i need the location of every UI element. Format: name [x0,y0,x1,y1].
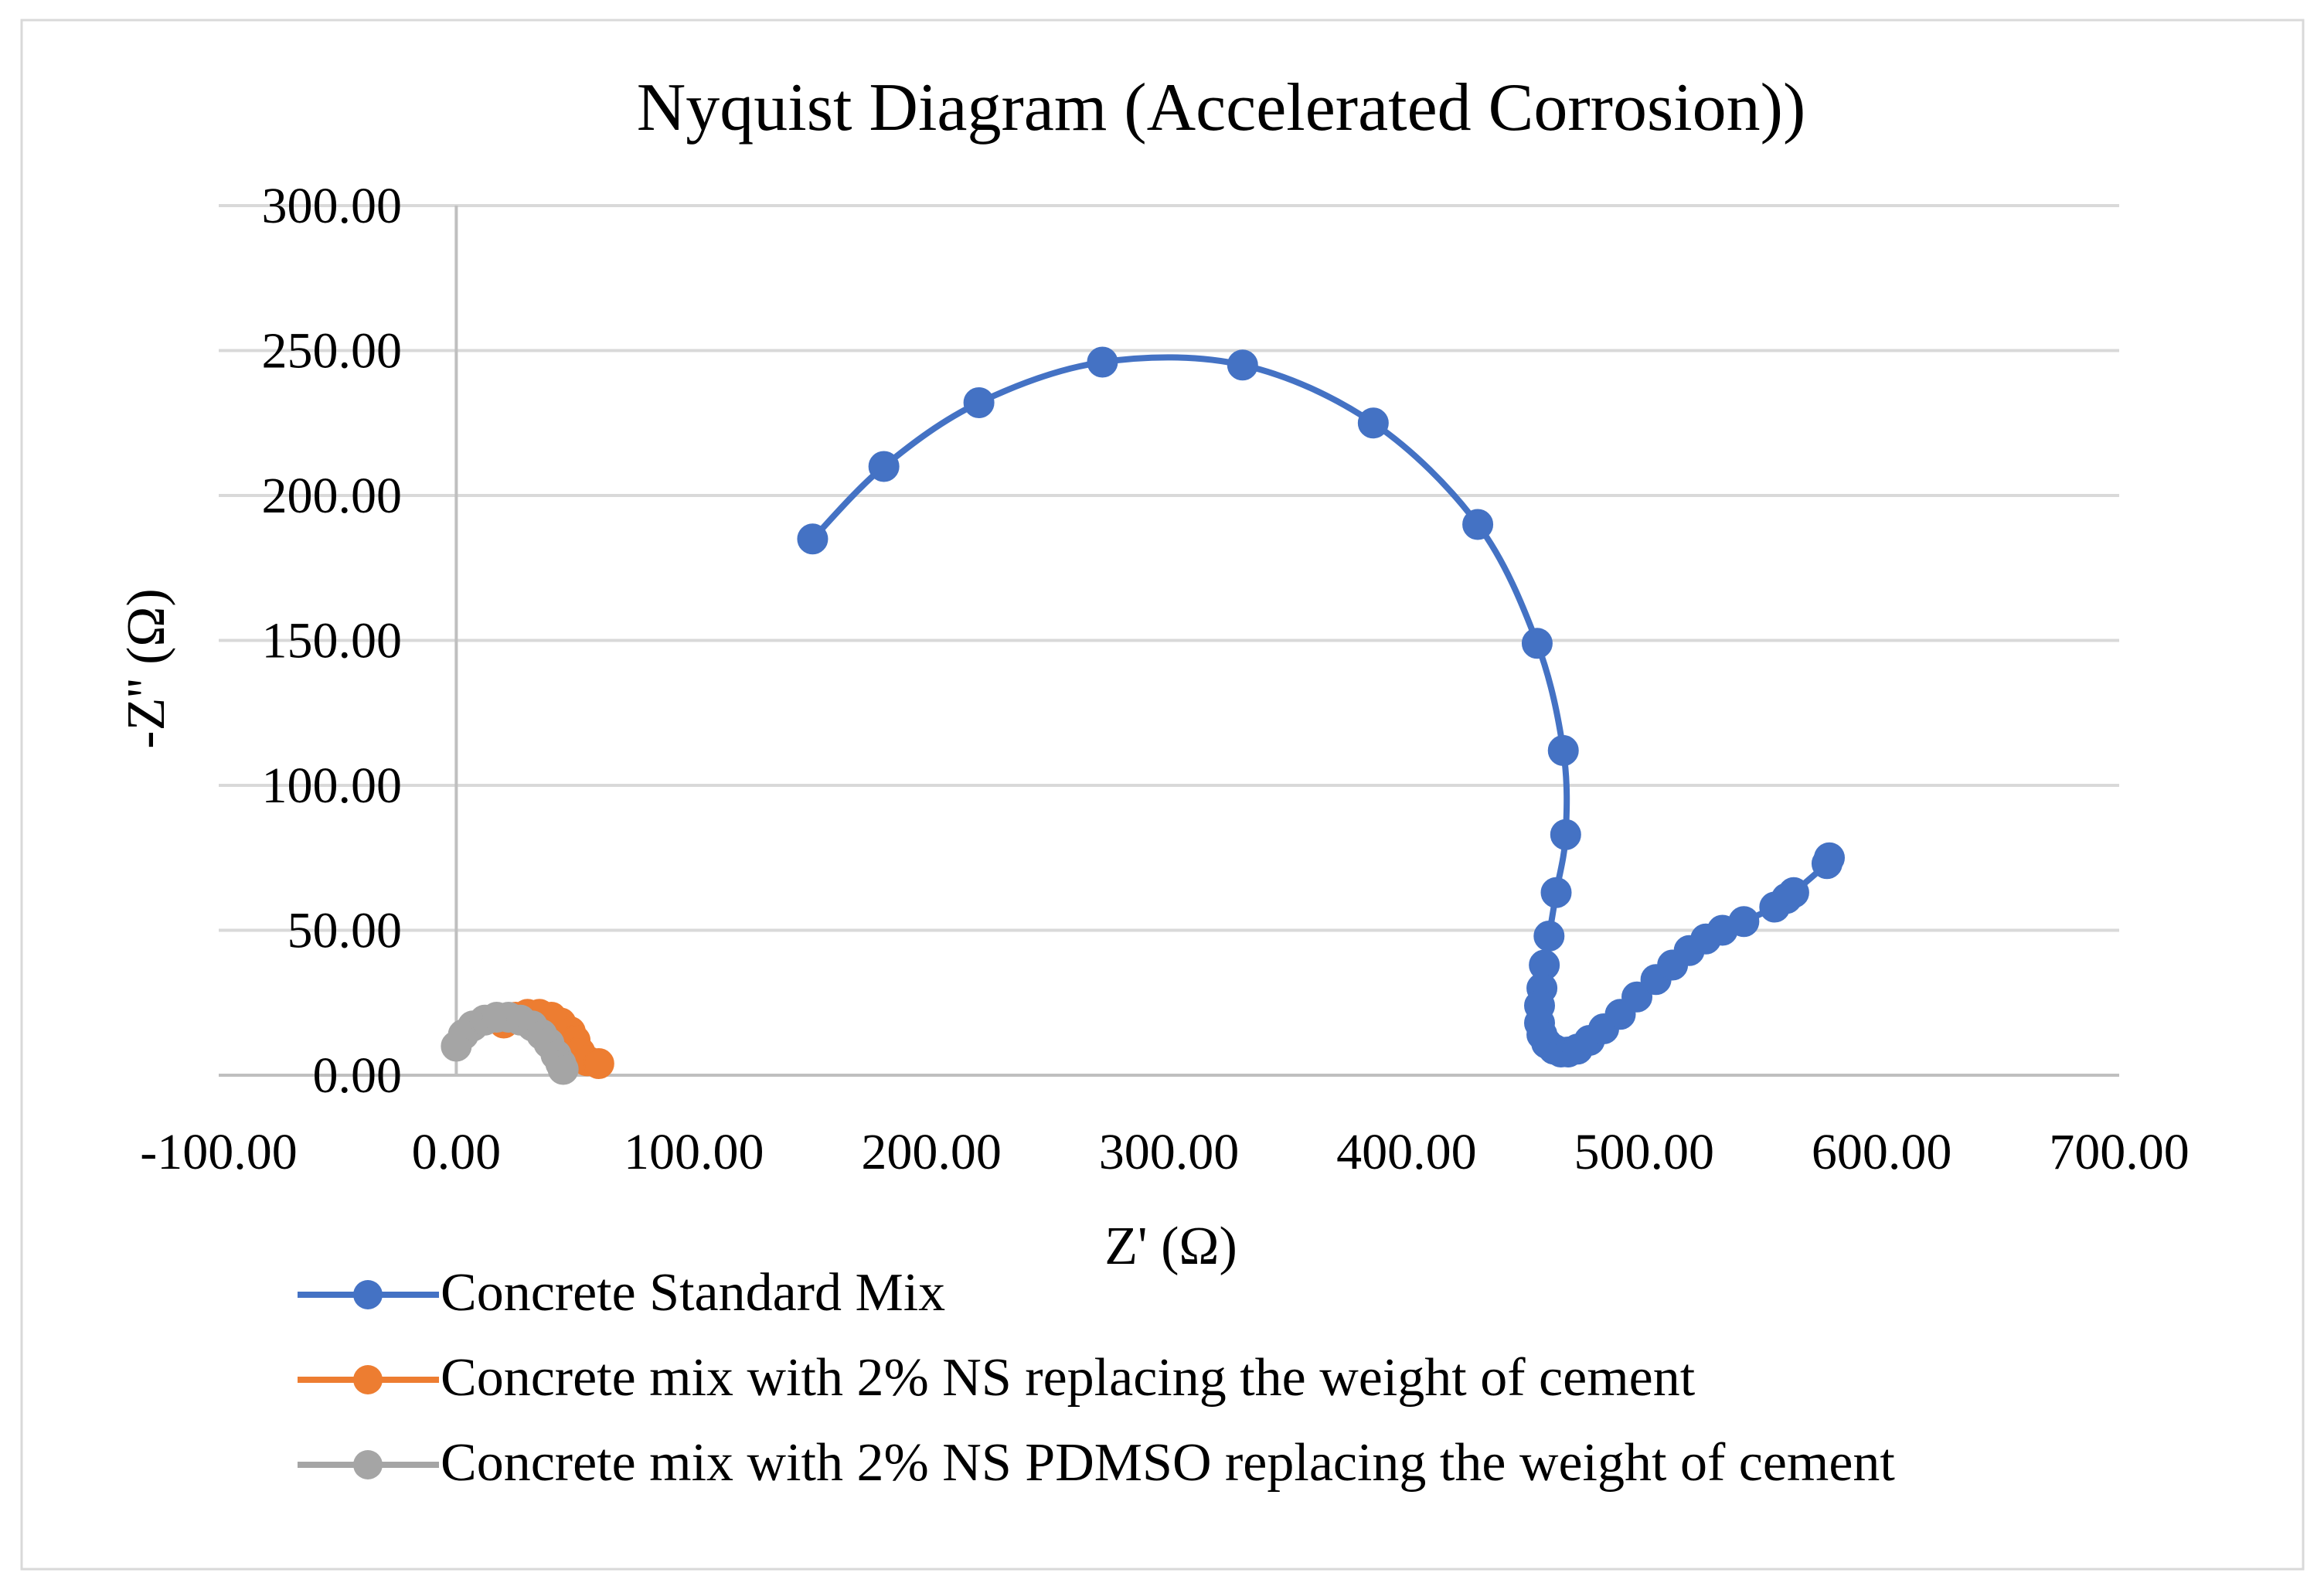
data-point [1728,906,1760,938]
data-point [1540,877,1572,908]
y-tick-labels: 0.00 50.00 100.00 150.00 200.00 250.00 300.00 [262,178,403,1104]
x-axis-label: Z' (Ω) [1104,1217,1237,1276]
legend-entry: Concrete mix with 2% NS replacing the we… [298,1348,1696,1408]
x-tick-label: 500.00 [1574,1124,1715,1180]
x-tick-label: 300.00 [1099,1124,1240,1180]
data-point [963,387,995,418]
y-tick-label: 50.00 [288,903,403,959]
legend-label: Concrete mix with 2% NS PDMSO replacing … [441,1433,1895,1493]
y-tick-label: 100.00 [262,758,403,814]
y-axis-label: -Z'' (Ω) [117,588,176,748]
x-tick-label: 100.00 [624,1124,764,1180]
data-point [1521,628,1553,659]
data-point [1550,819,1581,850]
series-3 [441,1002,579,1085]
chart-title: Nyquist Diagram (Accelerated Corrosion)) [637,70,1806,145]
gridlines [219,204,2119,932]
y-tick-label: 0.00 [313,1047,403,1104]
data-point [583,1048,614,1079]
legend-entry: Concrete mix with 2% NS PDMSO replacing … [298,1433,1895,1493]
data-point [1814,842,1846,873]
data-point [1087,346,1118,378]
data-point [1462,509,1494,540]
data-point [868,451,900,482]
legend-swatch-marker [353,1365,383,1394]
y-tick-label: 250.00 [262,323,403,380]
x-tick-label: 700.00 [2049,1124,2190,1180]
y-tick-label: 300.00 [262,178,403,234]
chart-border [20,19,2305,1571]
series-1 [797,346,1846,1067]
y-tick-label: 200.00 [262,468,403,524]
legend: Concrete Standard Mix Concrete mix with 2… [298,1263,1895,1493]
data-point [1227,349,1258,381]
legend-entry: Concrete Standard Mix [298,1263,945,1323]
y-tick-label: 150.00 [262,613,403,669]
x-tick-label: -100.00 [140,1124,297,1180]
legend-swatch-marker [353,1450,383,1479]
data-point [1547,735,1579,766]
x-tick-labels: -100.00 0.00 100.00 200.00 300.00 400.00 500.0… [140,1124,2189,1180]
data-point [797,523,829,555]
data-point [547,1054,579,1085]
data-point [1778,877,1809,908]
x-tick-label: 200.00 [861,1124,1002,1180]
legend-swatch-marker [353,1280,383,1309]
data-point [1533,921,1565,952]
legend-label: Concrete mix with 2% NS replacing the we… [441,1348,1696,1408]
x-tick-label: 400.00 [1336,1124,1477,1180]
axes [219,206,2119,1077]
data-point [1357,407,1389,439]
data-series [441,346,1846,1085]
legend-label: Concrete Standard Mix [441,1263,945,1323]
x-tick-label: 0.00 [412,1124,502,1180]
x-tick-label: 600.00 [1812,1124,1952,1180]
